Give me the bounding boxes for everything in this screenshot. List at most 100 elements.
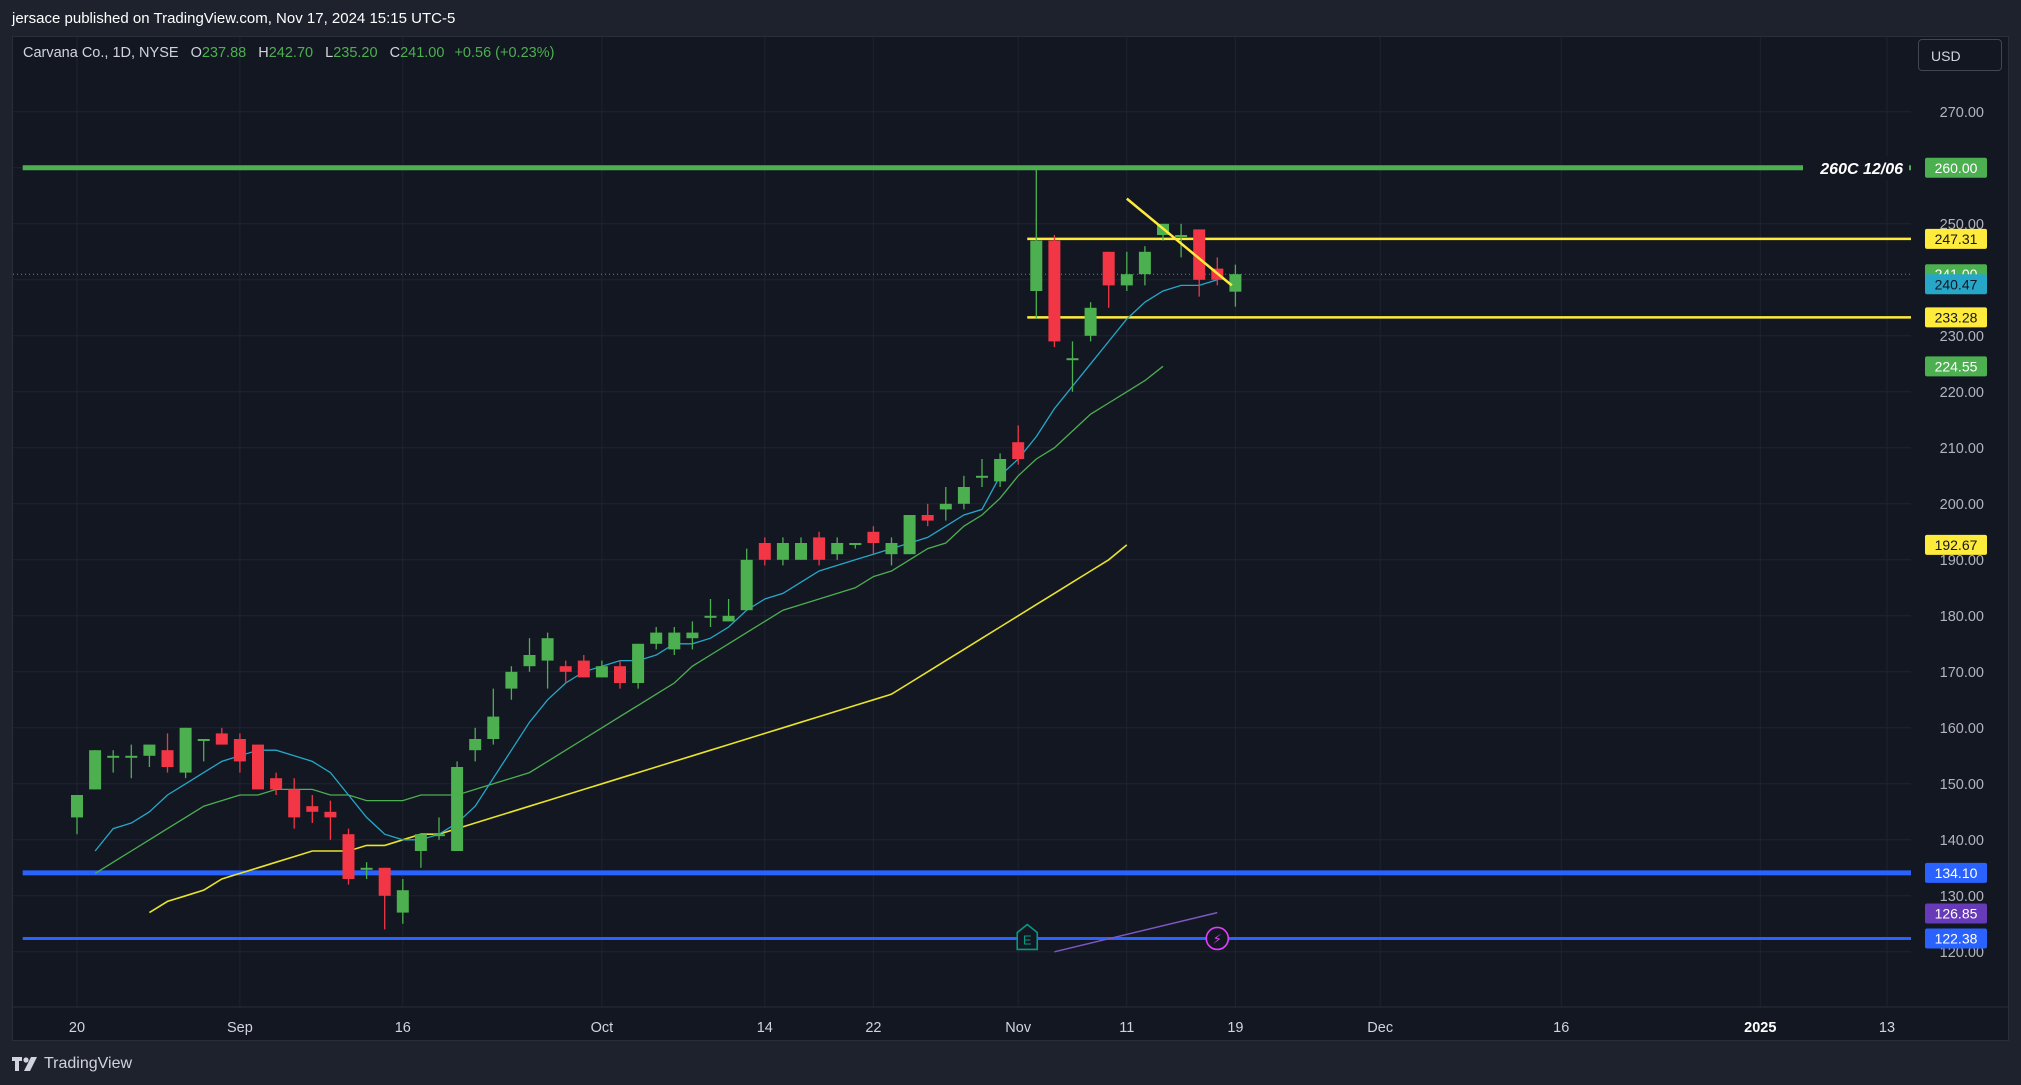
candle-body bbox=[161, 750, 174, 767]
candle bbox=[125, 744, 138, 779]
candle bbox=[396, 879, 409, 924]
candle bbox=[849, 543, 862, 549]
candle bbox=[378, 867, 391, 930]
candle-body bbox=[1066, 358, 1079, 361]
x-tick-label: 20 bbox=[69, 1020, 85, 1036]
lightning-icon-glyph: ⚡ bbox=[1213, 932, 1222, 947]
high-label: H bbox=[258, 45, 269, 61]
candle-body bbox=[577, 660, 590, 678]
candle-body bbox=[849, 543, 862, 545]
line-label: 260C 12/06 bbox=[1819, 161, 1903, 178]
candle bbox=[632, 643, 645, 689]
candle bbox=[360, 862, 373, 879]
candle bbox=[921, 503, 934, 527]
candle-body bbox=[324, 811, 337, 818]
price-label-text: 122.38 bbox=[1935, 930, 1978, 946]
x-tick-label: 16 bbox=[395, 1020, 411, 1036]
x-tick-label: Nov bbox=[1005, 1020, 1032, 1036]
x-tick-label: Oct bbox=[591, 1020, 614, 1036]
candle bbox=[795, 537, 807, 560]
price-label-tag bbox=[1925, 862, 1987, 883]
x-tick-label: Dec bbox=[1367, 1020, 1393, 1036]
y-tick-label: 270.00 bbox=[1940, 105, 1984, 121]
candle-body bbox=[976, 475, 988, 478]
candle bbox=[161, 733, 174, 773]
candle-body bbox=[595, 666, 608, 678]
candle-body bbox=[451, 767, 464, 851]
earnings-icon bbox=[1016, 923, 1039, 951]
footer-brand[interactable]: TradingView bbox=[12, 1053, 132, 1075]
price-label-tag bbox=[1925, 356, 1987, 377]
candle-body bbox=[776, 543, 789, 560]
y-tick-label: 120.00 bbox=[1940, 945, 1984, 961]
candle bbox=[252, 744, 264, 790]
candle bbox=[976, 459, 988, 487]
y-tick-label: 170.00 bbox=[1940, 665, 1984, 681]
candle bbox=[939, 487, 952, 521]
candle bbox=[306, 795, 319, 823]
candle bbox=[233, 733, 246, 773]
candle-body bbox=[704, 615, 717, 618]
price-label-tag bbox=[1925, 307, 1987, 328]
x-tick-label: 2025 bbox=[1744, 1020, 1776, 1036]
candle-body bbox=[957, 487, 970, 504]
candle-body bbox=[1138, 251, 1151, 275]
price-label-text: 247.31 bbox=[1935, 231, 1978, 247]
candle-body bbox=[469, 739, 482, 751]
candle-body bbox=[342, 834, 355, 879]
candle-body bbox=[867, 531, 880, 543]
candle bbox=[776, 537, 789, 566]
candle-body bbox=[939, 503, 952, 510]
candle bbox=[903, 515, 916, 555]
currency-button[interactable]: USD bbox=[1918, 39, 2002, 71]
candle bbox=[1012, 425, 1025, 465]
candle-body bbox=[795, 543, 807, 560]
candle-body bbox=[288, 789, 301, 818]
candle bbox=[1084, 302, 1097, 342]
price-label-tag bbox=[1925, 928, 1987, 949]
ema-mid-line bbox=[94, 365, 1164, 874]
price-label-text: 224.55 bbox=[1935, 358, 1978, 374]
candle bbox=[107, 750, 120, 773]
ema-slow-line bbox=[148, 544, 1128, 914]
candle-body bbox=[487, 716, 500, 739]
y-tick-label: 130.00 bbox=[1940, 889, 1984, 905]
candle bbox=[1229, 264, 1242, 307]
tradingview-logo-icon bbox=[12, 1057, 37, 1071]
candle-body bbox=[559, 666, 572, 672]
price-label-tag bbox=[1925, 157, 1987, 178]
candle-body bbox=[740, 559, 753, 611]
price-label-text: 126.85 bbox=[1935, 905, 1978, 921]
chart-panel[interactable]: 120.00 130.00 140.00 150.00 160.00 170.00 180.… bbox=[12, 36, 2009, 1041]
candle-body bbox=[433, 834, 445, 837]
candle-body bbox=[414, 834, 427, 851]
candle bbox=[813, 531, 826, 566]
candle bbox=[595, 660, 608, 678]
x-tick-label: 14 bbox=[757, 1020, 773, 1036]
candle-body bbox=[89, 750, 102, 790]
candle-body bbox=[396, 890, 409, 913]
x-tick-label: 19 bbox=[1227, 1020, 1243, 1036]
price-chart[interactable]: 120.00 130.00 140.00 150.00 160.00 170.00 180.… bbox=[13, 37, 2009, 1041]
price-label-text: 240.47 bbox=[1935, 276, 1978, 292]
candle bbox=[1138, 246, 1151, 286]
line-label-bg bbox=[1803, 155, 1909, 180]
low-label: L bbox=[325, 45, 334, 61]
y-tick-label: 200.00 bbox=[1940, 497, 1984, 513]
candle bbox=[342, 828, 355, 885]
candle bbox=[324, 800, 337, 840]
price-label-tag bbox=[1925, 274, 1987, 295]
candle-body bbox=[523, 655, 536, 667]
candle bbox=[1102, 251, 1115, 308]
y-tick-label: 180.00 bbox=[1940, 609, 1984, 625]
close-label: C bbox=[389, 45, 401, 61]
y-tick-label: 220.00 bbox=[1940, 385, 1984, 401]
candle bbox=[215, 727, 228, 745]
price-label-tag bbox=[1925, 228, 1987, 249]
candle bbox=[957, 475, 970, 510]
candle bbox=[433, 817, 445, 840]
candle bbox=[270, 772, 283, 795]
candle bbox=[1066, 341, 1079, 392]
candle bbox=[740, 548, 753, 611]
candle-body bbox=[1048, 240, 1061, 342]
